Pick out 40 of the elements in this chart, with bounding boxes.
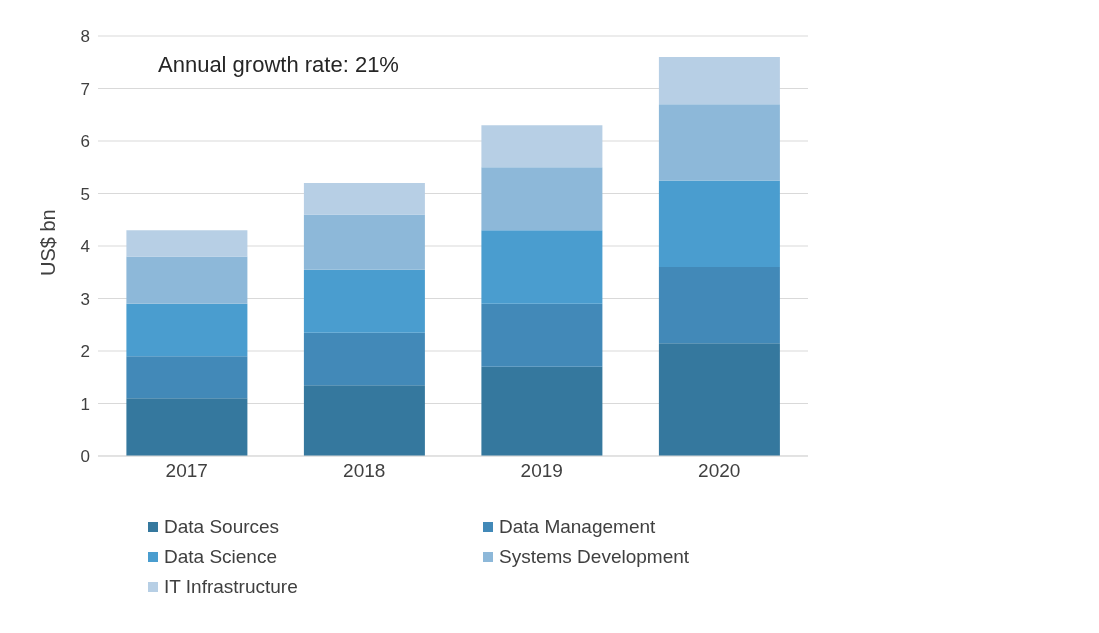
bar: [481, 303, 603, 367]
bar: [481, 230, 603, 304]
bar: [481, 125, 603, 168]
y-tick-label: 4: [80, 237, 90, 257]
bar: [658, 57, 780, 105]
y-tick-label: 7: [80, 79, 90, 99]
y-tick-label: 8: [80, 27, 90, 47]
bar: [303, 332, 425, 386]
y-tick-label: 3: [80, 289, 90, 309]
x-tick-label: 2018: [343, 460, 386, 482]
legend-label: IT Infrastructure: [163, 576, 299, 598]
x-tick-label: 2020: [698, 460, 741, 482]
legend-label: Systems Development: [498, 546, 691, 568]
bar: [126, 303, 248, 357]
bar: [481, 167, 603, 231]
bar: [658, 180, 780, 267]
bar: [481, 366, 603, 456]
y-tick-label: 2: [80, 342, 90, 362]
bar: [658, 267, 780, 344]
legend-label: Data Management: [498, 516, 657, 538]
y-tick-label: 5: [80, 184, 90, 204]
bar: [658, 343, 780, 456]
y-tick-label: 6: [80, 132, 90, 152]
y-tick-label: 0: [80, 447, 90, 467]
legend-label: Data Sources: [163, 516, 281, 538]
bar: [303, 269, 425, 333]
bar: [658, 104, 780, 181]
bar: [126, 230, 248, 257]
y-axis-title: US$ bn: [37, 209, 60, 276]
bar: [126, 256, 248, 304]
bar: [303, 183, 425, 215]
x-tick-label: 2017: [165, 460, 208, 482]
bar: [126, 356, 248, 399]
bar: [126, 398, 248, 456]
bar: [303, 214, 425, 270]
annotation: Annual growth rate: 21%: [158, 52, 399, 78]
legend-label: Data Science: [163, 546, 278, 568]
bar: [303, 385, 425, 456]
x-tick-label: 2019: [520, 460, 563, 482]
y-tick-label: 1: [80, 394, 90, 414]
